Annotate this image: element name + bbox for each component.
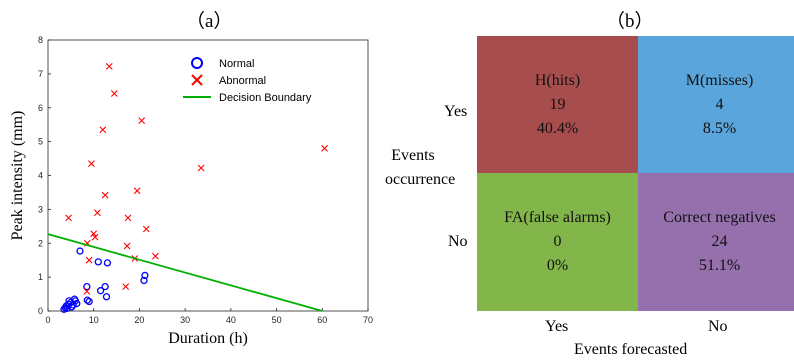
normal-point: [83, 296, 91, 304]
row-label-yes: Yes: [444, 103, 468, 120]
cell-misses-percent: 8.5%: [702, 119, 737, 137]
abnormal-point: [122, 283, 130, 290]
cell-misses: M(misses) 4 8.5%: [638, 36, 794, 173]
plot-area: [47, 39, 369, 312]
cell-hits-count: 19: [549, 95, 566, 113]
abnormal-point: [197, 164, 205, 172]
cell-misses-name: M(misses): [685, 71, 754, 89]
cell-hits-percent: 40.4%: [536, 119, 579, 137]
panel-a-label: （a）: [186, 11, 233, 32]
cell-hits: H(hits) 19 40.4%: [477, 36, 638, 173]
cell-false-alarms: FA(false alarms) 0 0%: [477, 173, 638, 311]
y-tick-label: 3: [38, 204, 43, 214]
abnormal-point: [124, 214, 132, 222]
normal-point: [94, 258, 102, 266]
col-label-yes: Yes: [545, 318, 569, 335]
x-axis-label: Duration (h): [168, 330, 248, 347]
y-tick-label: 1: [38, 272, 43, 282]
x-tick-label: 0: [45, 315, 50, 325]
cell-false-alarms-count: 0: [553, 233, 562, 250]
panel-b-label: （b）: [606, 11, 654, 32]
normal-point: [85, 297, 93, 306]
normal-point: [101, 282, 109, 291]
normal-point: [83, 282, 91, 291]
x-tick-label: 50: [272, 315, 282, 325]
abnormal-point: [93, 209, 101, 217]
cell-false-alarms-percent: 0%: [546, 257, 569, 274]
cell-false-alarms-name: FA(false alarms): [504, 209, 611, 226]
y-tick-label: 8: [38, 35, 43, 45]
normal-point: [73, 299, 81, 308]
y-tick-label: 4: [38, 171, 43, 181]
cell-correct-negatives-percent: 51.1%: [698, 257, 741, 274]
cell-correct-negatives: Correct negatives 24 51.1%: [638, 173, 794, 311]
abnormal-point: [85, 256, 93, 264]
legend-label: Normal: [219, 58, 254, 70]
abnormal-point: [321, 145, 328, 152]
abnormal-point: [99, 126, 107, 134]
abnormal-point: [152, 252, 159, 260]
y-tick-label: 2: [38, 238, 43, 248]
legend-normal-marker: [191, 57, 203, 69]
abnormal-point: [133, 187, 141, 195]
scatter-plot: 0 10 20 30 40 50 60 70 0 1 2 3 4 5 6 7 8 Duration (h) Peak…: [9, 35, 373, 347]
legend-abnormal-marker: [191, 74, 203, 86]
row-label-no: No: [448, 233, 468, 250]
abnormal-point: [88, 160, 95, 168]
abnormal-point: [110, 90, 118, 97]
y-tick-label: 6: [38, 103, 43, 113]
normal-point: [76, 247, 84, 255]
x-tick-label: 10: [89, 315, 99, 325]
row-axis-label-text: Events occurrence: [385, 147, 456, 188]
y-tick-label: 0: [38, 306, 43, 316]
row-axis-label: Events occurrence: [383, 144, 456, 192]
col-axis-label: Events forecasted: [574, 341, 688, 358]
cell-hits-name: H(hits): [534, 71, 581, 89]
x-tick-label: 60: [317, 315, 327, 325]
legend-label: Decision Boundary: [219, 92, 312, 104]
col-label-no: No: [708, 318, 728, 335]
normal-point: [141, 271, 149, 280]
x-tick-label: 30: [180, 315, 190, 325]
normal-point: [96, 287, 105, 295]
x-tick-label: 20: [134, 315, 144, 325]
y-axis-label: Peak intensity (mm): [9, 111, 26, 241]
y-tick-label: 5: [38, 137, 43, 147]
abnormal-point: [123, 242, 131, 250]
cell-correct-negatives-count: 24: [711, 233, 728, 250]
abnormal-point: [83, 287, 91, 295]
abnormal-point: [91, 233, 99, 241]
x-tick-label: 40: [226, 315, 236, 325]
normal-point: [140, 276, 148, 285]
decision-boundary-line: [47, 233, 323, 312]
legend-label: Abnormal: [219, 75, 266, 87]
abnormal-point: [65, 214, 72, 222]
normal-point: [63, 304, 71, 312]
cell-misses-count: 4: [715, 95, 724, 113]
abnormal-point: [138, 117, 146, 125]
abnormal-point: [101, 191, 109, 199]
cell-correct-negatives-name: Correct negatives: [663, 209, 776, 226]
abnormal-point: [142, 225, 150, 233]
normal-point: [103, 259, 112, 267]
abnormal-point: [105, 63, 113, 70]
x-tick-label: 70: [363, 315, 373, 325]
y-tick-label: 7: [38, 69, 43, 79]
normal-point: [102, 293, 111, 301]
